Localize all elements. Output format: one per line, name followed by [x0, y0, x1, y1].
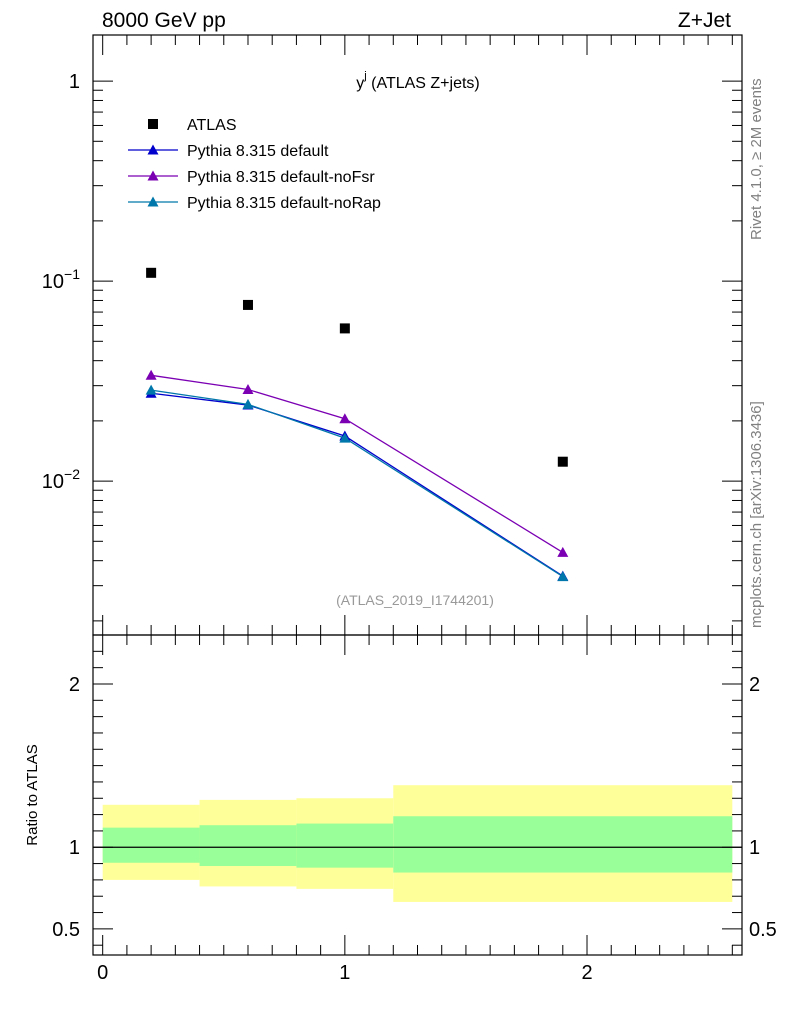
mcplots-label: mcplots.cern.ch [arXiv:1306.3436]: [748, 401, 765, 628]
main-y-tick-label-base: 10: [42, 271, 64, 293]
ratio-y-tick-label-right: 0.5: [749, 919, 777, 941]
ratio-band-inner: [102, 827, 200, 863]
header-left: 8000 GeV pp: [102, 9, 226, 32]
series-line-default: [151, 392, 564, 577]
ratio-y-tick-label-right: 1: [749, 837, 760, 859]
data-point-noFsr: [145, 369, 157, 380]
ratio-plot-panel: 0.5 0.5 1 1 2 2 0 1 2 Ratio to ATLAS: [24, 634, 777, 984]
ratio-y-axis-label: Ratio to ATLAS: [24, 744, 41, 845]
series-line-noFsr: [151, 374, 564, 553]
ratio-axis-ticks: 0.5 0.5 1 1 2 2 0 1 2: [52, 635, 777, 984]
main-y-tick-label-exp: −2: [64, 466, 80, 482]
ratio-x-tick-label: 2: [581, 962, 592, 984]
data-point-atlas: [146, 267, 157, 278]
ratio-y-tick-label-left: 0.5: [52, 919, 80, 941]
ratio-x-tick-label: 1: [339, 962, 350, 984]
ratio-x-tick-label: 0: [97, 962, 108, 984]
legend-marker-default: [147, 144, 159, 155]
ratio-uncertainty-bands: [102, 785, 733, 902]
main-y-tick-label-base: 10: [42, 471, 64, 493]
data-point-atlas: [339, 323, 350, 334]
legend-label-atlas: ATLAS: [187, 117, 237, 134]
ratio-y-tick-label-right: 2: [749, 674, 760, 696]
ratio-band-inner: [393, 816, 733, 873]
plot-title-main: y: [356, 75, 364, 92]
legend-label-noRap: Pythia 8.315 default-noRap: [187, 195, 381, 212]
plot-title-rest: (ATLAS Z+jets): [367, 75, 480, 92]
legend: ATLAS Pythia 8.315 default Pythia 8.315 de…: [128, 117, 381, 212]
main-plot-panel: 110−110−2 yj (ATLAS Z+jets) ATLASPythia …: [42, 34, 743, 636]
main-series: [145, 267, 569, 582]
header-right: Z+Jet: [678, 9, 731, 32]
data-point-noRap: [557, 571, 569, 582]
data-point-noFsr: [339, 413, 351, 424]
data-point-noFsr: [242, 384, 254, 395]
ratio-y-tick-label-left: 1: [69, 837, 80, 859]
analysis-reference: (ATLAS_2019_I1744201): [336, 592, 494, 608]
data-point-atlas: [557, 456, 568, 467]
plot-title-sup: j: [363, 70, 366, 82]
legend-marker-atlas: [148, 119, 158, 129]
main-axis-ticks: 110−110−2: [42, 35, 742, 635]
legend-label-default: Pythia 8.315 default: [187, 143, 329, 160]
ratio-y-tick-label-left: 2: [69, 674, 80, 696]
main-y-tick-label: 10−1: [42, 266, 80, 293]
rivet-version-label: Rivet 4.1.0, ≥ 2M events: [748, 78, 765, 240]
main-y-tick-label-exp: −1: [64, 266, 80, 282]
ratio-band-inner: [199, 825, 297, 867]
legend-marker-noRap: [147, 196, 159, 207]
ratio-band-inner: [296, 823, 394, 868]
data-point-noRap: [145, 384, 157, 395]
legend-label-noFsr: Pythia 8.315 default-noFsr: [187, 169, 375, 186]
legend-marker-noFsr: [147, 170, 159, 181]
data-point-noFsr: [557, 546, 569, 557]
main-y-tick-label: 10−2: [42, 466, 80, 493]
plot-title: yj (ATLAS Z+jets): [356, 70, 480, 92]
data-point-noRap: [242, 398, 254, 409]
data-point-atlas: [242, 299, 253, 310]
series-line-noRap: [151, 389, 564, 578]
main-y-tick-label: 1: [69, 71, 80, 93]
data-point-noRap: [339, 432, 351, 443]
